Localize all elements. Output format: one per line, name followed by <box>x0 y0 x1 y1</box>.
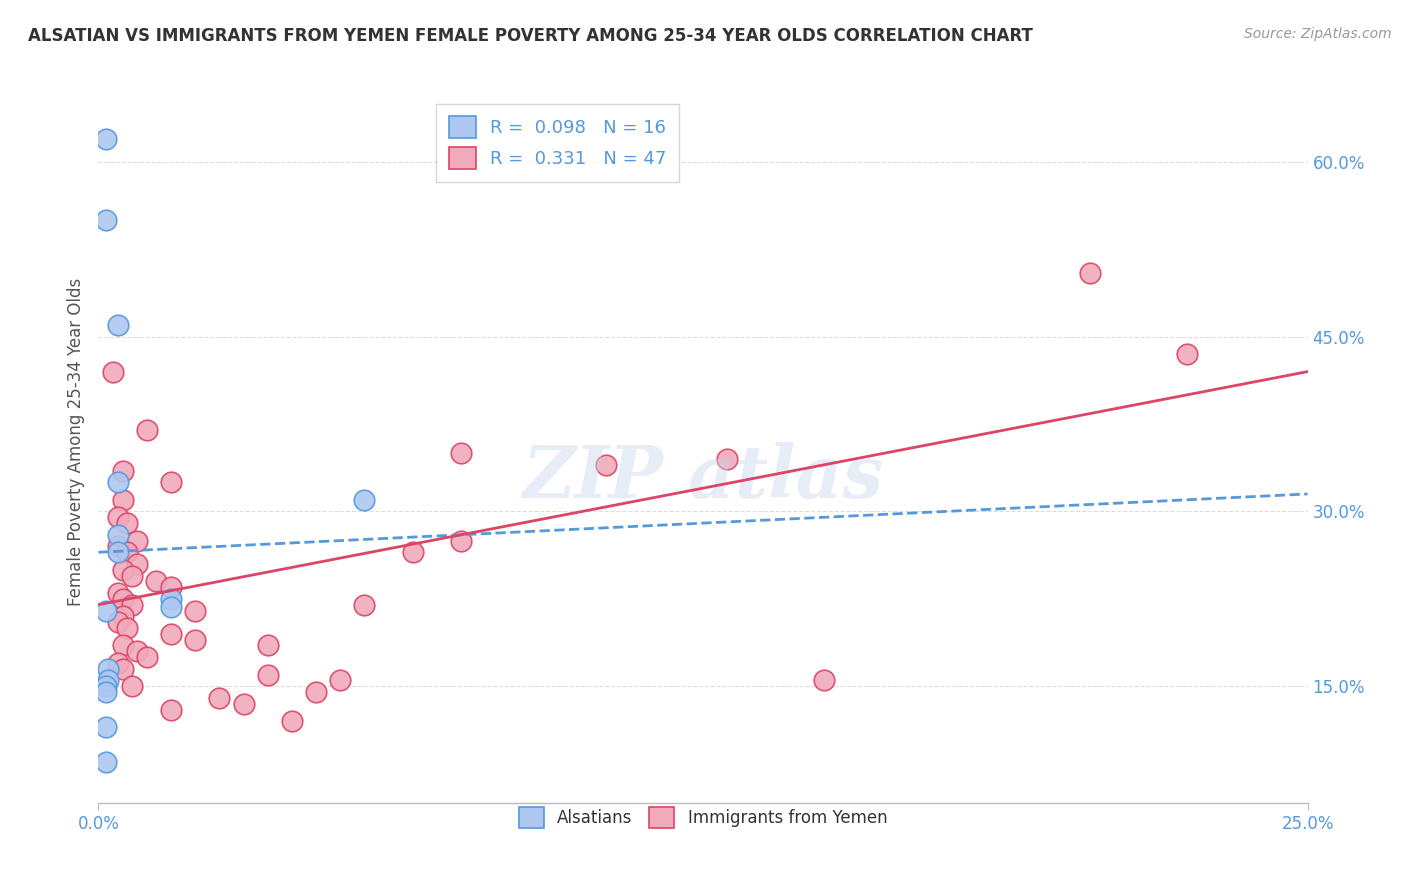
Text: ZIP atlas: ZIP atlas <box>523 442 883 513</box>
Point <box>107 475 129 490</box>
Point <box>107 318 129 332</box>
Point <box>184 632 207 647</box>
Point <box>353 598 375 612</box>
Point <box>160 702 183 716</box>
Point <box>111 662 134 676</box>
Point <box>107 540 129 554</box>
Point <box>101 365 124 379</box>
Point <box>117 545 139 559</box>
Point <box>160 591 183 606</box>
Point <box>107 528 129 542</box>
Point <box>145 574 167 589</box>
Point <box>107 586 129 600</box>
Point <box>184 603 207 617</box>
Point <box>1078 266 1101 280</box>
Point <box>135 650 157 665</box>
Point <box>107 615 129 630</box>
Point <box>94 720 117 734</box>
Point <box>281 714 304 729</box>
Y-axis label: Female Poverty Among 25-34 Year Olds: Female Poverty Among 25-34 Year Olds <box>66 277 84 606</box>
Point <box>232 697 254 711</box>
Point <box>127 533 149 548</box>
Point <box>450 446 472 460</box>
Point <box>135 423 157 437</box>
Point <box>111 492 134 507</box>
Point <box>94 755 117 769</box>
Point <box>402 545 425 559</box>
Point <box>595 458 617 472</box>
Point <box>450 533 472 548</box>
Point <box>111 464 134 478</box>
Point <box>353 492 375 507</box>
Point <box>107 656 129 670</box>
Point <box>117 621 139 635</box>
Point <box>117 516 139 530</box>
Point <box>111 609 134 624</box>
Legend: Alsatians, Immigrants from Yemen: Alsatians, Immigrants from Yemen <box>512 800 894 834</box>
Point <box>121 679 143 693</box>
Point <box>127 644 149 658</box>
Point <box>716 452 738 467</box>
Point <box>94 213 117 227</box>
Point <box>94 603 117 617</box>
Point <box>111 563 134 577</box>
Point <box>1175 347 1198 361</box>
Point <box>94 679 117 693</box>
Point <box>97 673 120 688</box>
Text: Source: ZipAtlas.com: Source: ZipAtlas.com <box>1244 27 1392 41</box>
Point <box>121 568 143 582</box>
Point <box>111 639 134 653</box>
Point <box>160 600 183 615</box>
Point <box>94 685 117 699</box>
Point <box>107 545 129 559</box>
Point <box>160 627 183 641</box>
Point <box>97 662 120 676</box>
Point <box>305 685 328 699</box>
Point <box>256 639 278 653</box>
Point <box>107 510 129 524</box>
Point <box>329 673 352 688</box>
Point <box>111 591 134 606</box>
Text: ALSATIAN VS IMMIGRANTS FROM YEMEN FEMALE POVERTY AMONG 25-34 YEAR OLDS CORRELATI: ALSATIAN VS IMMIGRANTS FROM YEMEN FEMALE… <box>28 27 1033 45</box>
Point <box>256 667 278 681</box>
Point <box>121 598 143 612</box>
Point <box>160 580 183 594</box>
Point <box>127 557 149 571</box>
Point <box>160 475 183 490</box>
Point <box>208 690 231 705</box>
Point <box>94 131 117 145</box>
Point <box>813 673 835 688</box>
